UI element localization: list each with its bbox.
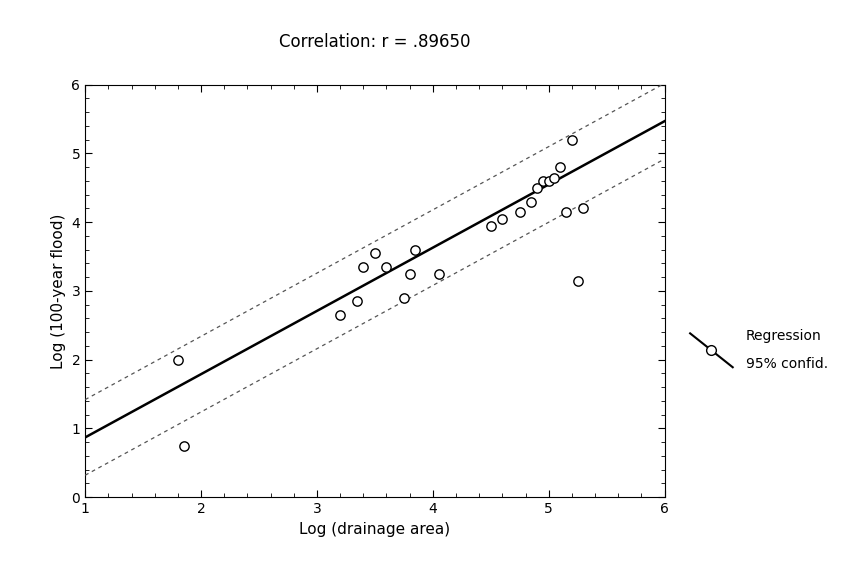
Point [554, 163, 567, 172]
X-axis label: Log (drainage area): Log (drainage area) [299, 521, 451, 537]
Point [380, 262, 394, 271]
Point [559, 207, 573, 216]
Point [536, 176, 550, 185]
Point [177, 441, 191, 450]
Y-axis label: Log (100-year flood): Log (100-year flood) [51, 214, 66, 369]
Point [577, 204, 590, 213]
Text: Regression: Regression [746, 329, 821, 343]
Point [525, 197, 538, 206]
Point [356, 262, 370, 271]
Point [171, 355, 185, 364]
Point [496, 214, 509, 223]
Point [397, 293, 411, 302]
Point [351, 297, 365, 306]
Point [548, 173, 561, 182]
Point [432, 270, 446, 279]
Point [333, 311, 347, 320]
Text: 95% confid.: 95% confid. [746, 358, 827, 371]
Point [530, 183, 544, 192]
Point [484, 221, 498, 230]
Point [513, 207, 527, 216]
Point [565, 135, 579, 144]
Point [403, 270, 417, 279]
Text: Correlation: r = .89650: Correlation: r = .89650 [279, 33, 470, 51]
Point [571, 276, 584, 285]
Point [542, 176, 556, 185]
Point [368, 249, 382, 258]
Point [409, 245, 423, 254]
